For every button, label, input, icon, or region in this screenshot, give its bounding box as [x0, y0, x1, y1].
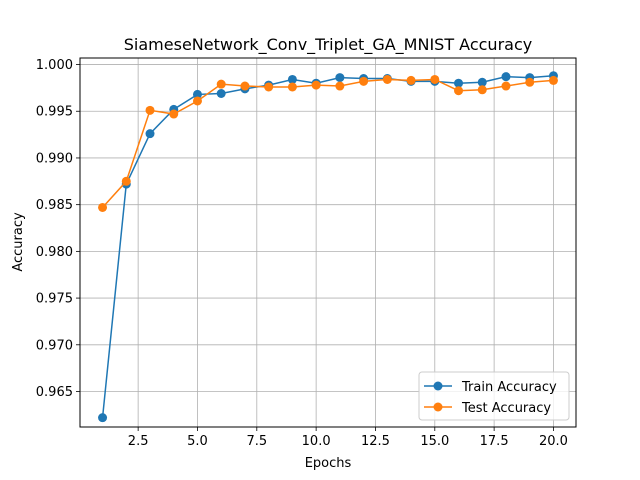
train-accuracy-point: [145, 129, 155, 139]
legend-train-label: Train Accuracy: [461, 380, 557, 395]
x-tick-label: 12.5: [361, 434, 390, 449]
train-accuracy-point: [501, 72, 511, 82]
chart-title: SiameseNetwork_Conv_Triplet_GA_MNIST Acc…: [124, 35, 532, 55]
grid: [80, 58, 576, 427]
test-accuracy-point: [240, 81, 250, 91]
train-accuracy-point: [287, 74, 297, 84]
series-layer: [98, 71, 558, 423]
x-tick-label: 20.0: [539, 434, 568, 449]
x-tick-label: 10.0: [302, 434, 331, 449]
legend-train-marker: [433, 381, 443, 391]
test-accuracy-point: [430, 74, 440, 84]
test-accuracy-point: [335, 81, 345, 91]
legend-test-label: Test Accuracy: [461, 401, 551, 416]
ticks: 2.5 5.0 7.5 10.0 12.5 15.0 17.5 20.0 0.965 0.970 0…: [36, 58, 568, 449]
y-tick-label: 0.965: [36, 385, 73, 400]
x-tick-label: 7.5: [246, 434, 267, 449]
test-accuracy-point: [454, 86, 464, 96]
test-accuracy-point: [264, 82, 274, 92]
x-axis-label: Epochs: [305, 456, 352, 471]
legend-test-marker: [433, 402, 443, 412]
legend: Train Accuracy Test Accuracy: [418, 371, 570, 421]
y-tick-label: 0.975: [36, 292, 73, 307]
test-accuracy-point: [382, 74, 392, 84]
x-tick-label: 2.5: [128, 434, 149, 449]
test-accuracy-point: [169, 109, 179, 119]
train-accuracy-point: [454, 78, 464, 88]
y-tick-label: 0.985: [36, 198, 73, 213]
y-tick-label: 0.970: [36, 338, 73, 353]
test-accuracy-point: [287, 82, 297, 92]
test-accuracy-point: [98, 202, 108, 212]
x-tick-label: 5.0: [187, 434, 208, 449]
y-tick-label: 1.000: [36, 58, 73, 73]
test-accuracy-point: [548, 75, 558, 85]
train-accuracy-point: [477, 77, 487, 87]
test-accuracy-point: [121, 176, 131, 186]
test-accuracy-point: [501, 81, 511, 91]
train-accuracy-point: [216, 88, 226, 98]
y-tick-label: 0.995: [36, 105, 73, 120]
test-accuracy-point: [311, 80, 321, 90]
y-tick-label: 0.980: [36, 245, 73, 260]
train-accuracy-point: [98, 413, 108, 423]
x-tick-label: 17.5: [480, 434, 509, 449]
test-accuracy-point: [145, 105, 155, 115]
train-accuracy-point: [335, 73, 345, 83]
test-accuracy-point: [192, 96, 202, 106]
plot-area: [80, 58, 576, 427]
test-accuracy-point: [216, 79, 226, 89]
test-accuracy-point: [477, 85, 487, 95]
test-accuracy-point: [359, 76, 369, 86]
train-accuracy-point: [192, 89, 202, 99]
y-tick-label: 0.990: [36, 151, 73, 166]
test-accuracy-point: [406, 75, 416, 85]
y-axis-label: Accuracy: [11, 212, 26, 272]
legend-box: [418, 371, 570, 421]
x-tick-label: 15.0: [420, 434, 449, 449]
test-accuracy-point: [525, 77, 535, 87]
plot-frame: [79, 57, 577, 428]
